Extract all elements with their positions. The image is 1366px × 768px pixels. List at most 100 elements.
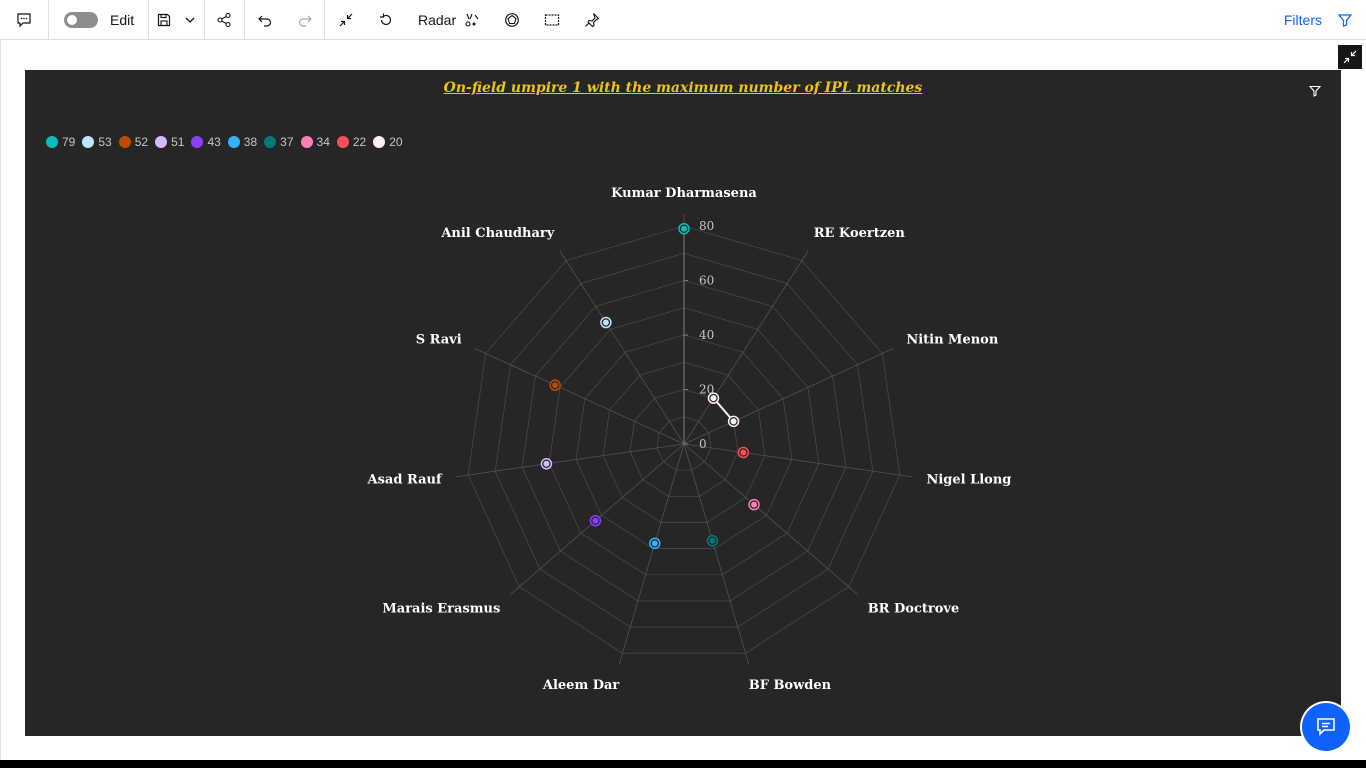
- divider: [48, 0, 49, 40]
- category-label: BR Doctrove: [868, 601, 960, 616]
- grid-spoke: [618, 443, 685, 665]
- radial-tick-label: 20: [699, 383, 714, 397]
- chart-title: On-field umpire 1 with the maximum numbe…: [443, 80, 923, 96]
- data-point: [730, 418, 737, 425]
- legend-swatch: [336, 136, 349, 148]
- edit-label: Edit: [110, 12, 135, 28]
- save-icon[interactable]: [154, 0, 174, 40]
- chart-type-label[interactable]: Radar: [418, 12, 457, 28]
- legend-item[interactable]: 51: [155, 135, 184, 149]
- legend-swatch: [155, 136, 168, 148]
- grid-ring: [656, 416, 712, 471]
- select-area-icon[interactable]: [541, 0, 563, 40]
- legend-label: 38: [243, 135, 258, 149]
- data-point: [681, 225, 687, 232]
- legend-label: 22: [352, 135, 367, 149]
- comment-icon[interactable]: [8, 0, 40, 40]
- legend-item[interactable]: 79: [46, 135, 75, 149]
- edit-toggle[interactable]: [64, 12, 98, 28]
- legend-swatch: [300, 136, 313, 148]
- legend-item[interactable]: 52: [118, 135, 149, 149]
- radar-chart: 0 20 40 60 80 Kumar Dharmasena RE Koertzen Niti…: [367, 186, 1012, 693]
- data-point: [592, 517, 599, 524]
- grid-spoke: [683, 250, 809, 445]
- legend-label: 53: [98, 135, 112, 149]
- chart-panel: On-field umpire 1 with the maximum numbe…: [25, 70, 1341, 736]
- legend-swatch: [46, 136, 58, 148]
- filter-icon[interactable]: [1336, 0, 1354, 40]
- category-label: S Ravi: [416, 333, 462, 348]
- category-label: Nigel Llong: [926, 473, 1011, 488]
- grid-spoke: [683, 348, 894, 445]
- grid-ring: [548, 307, 820, 576]
- legend-swatch: [373, 136, 386, 148]
- grid-ring: [494, 252, 874, 628]
- legend-item[interactable]: 53: [82, 135, 112, 149]
- reset-icon[interactable]: [375, 0, 397, 40]
- legend-label: 43: [207, 135, 221, 149]
- grid-spoke: [683, 443, 859, 595]
- grid-spoke: [683, 443, 912, 478]
- radial-tick-label: 40: [699, 328, 714, 342]
- chart-legend: 79 53 52 51 43 38 37 34 22 20: [46, 135, 410, 149]
- grid-ring: [575, 334, 793, 549]
- divider: [148, 0, 149, 40]
- divider: [324, 0, 325, 40]
- grid-spoke: [456, 443, 685, 478]
- redo-icon[interactable]: [294, 0, 316, 40]
- legend-swatch: [82, 136, 95, 148]
- chart-filter-icon[interactable]: [1308, 82, 1322, 101]
- grid-ring: [521, 280, 847, 602]
- legend-item[interactable]: 20: [373, 135, 403, 149]
- radial-tick-label: 60: [699, 274, 714, 288]
- grid-ring: [467, 225, 901, 654]
- legend-label: 79: [62, 135, 76, 149]
- legend-item[interactable]: 43: [191, 135, 221, 149]
- data-point: [710, 395, 717, 402]
- legend-label: 34: [316, 135, 330, 149]
- category-label: Kumar Dharmasena: [611, 186, 757, 201]
- legend-label: 51: [171, 135, 185, 149]
- legend-swatch: [191, 136, 204, 148]
- grid-spoke: [683, 443, 750, 665]
- filters-button[interactable]: Filters: [1283, 12, 1322, 28]
- data-point: [651, 540, 658, 547]
- legend-swatch: [227, 136, 240, 148]
- grid-spoke: [559, 250, 685, 445]
- bottom-bar: [0, 760, 1366, 768]
- divider: [204, 0, 205, 40]
- chevron-down-icon[interactable]: [180, 0, 200, 40]
- legend-item[interactable]: 34: [300, 135, 330, 149]
- divider: [244, 0, 245, 40]
- legend-label: 52: [134, 135, 149, 149]
- pin-icon[interactable]: [581, 0, 603, 40]
- category-label: BF Bowden: [749, 678, 832, 693]
- chat-icon[interactable]: [1302, 703, 1350, 751]
- category-label: Anil Chaudhary: [440, 226, 554, 241]
- minimize-icon[interactable]: [1338, 45, 1362, 69]
- legend-item[interactable]: 37: [264, 135, 294, 149]
- radial-tick-label: 80: [699, 219, 714, 233]
- grid-spoke: [474, 348, 685, 445]
- radial-tick-label: 0: [699, 437, 707, 451]
- category-label: Marais Erasmus: [382, 601, 500, 616]
- grid-ring: [602, 361, 766, 523]
- explore-icon[interactable]: [501, 0, 523, 40]
- category-label: RE Koertzen: [814, 226, 906, 241]
- legend-swatch: [264, 136, 277, 148]
- data-point: [543, 460, 550, 467]
- data-point: [709, 537, 716, 544]
- undo-icon[interactable]: [254, 0, 276, 40]
- collapse-icon[interactable]: [335, 0, 357, 40]
- category-label: Aleem Dar: [542, 678, 620, 693]
- legend-item[interactable]: 38: [227, 135, 258, 149]
- share-icon[interactable]: [212, 0, 236, 40]
- dashboard-frame: [0, 40, 1366, 760]
- chart-type-icon[interactable]: [462, 0, 482, 40]
- legend-label: 37: [280, 135, 294, 149]
- legend-label: 20: [389, 135, 403, 149]
- data-point: [552, 382, 559, 389]
- category-label: Nitin Menon: [906, 333, 999, 348]
- legend-item[interactable]: 22: [336, 135, 367, 149]
- data-point: [740, 449, 747, 456]
